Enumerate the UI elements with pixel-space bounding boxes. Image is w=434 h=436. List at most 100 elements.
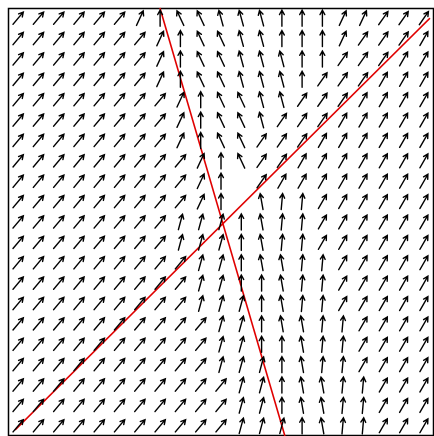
arrow (299, 69, 306, 88)
arrow (358, 274, 368, 291)
arrow (337, 71, 349, 87)
arrow (52, 275, 65, 290)
arrow (174, 275, 187, 290)
arrow (174, 296, 187, 311)
arrow (197, 233, 205, 251)
arrow (337, 51, 349, 67)
arrow (134, 153, 146, 168)
arrow (93, 72, 106, 87)
arrow (93, 275, 106, 290)
arrow (317, 92, 328, 107)
arrow (113, 173, 126, 189)
arrow (93, 316, 106, 331)
arrow (154, 418, 167, 433)
arrow (73, 377, 86, 392)
arrow (298, 334, 305, 353)
arrow (358, 336, 368, 352)
arrow (237, 49, 245, 68)
arrow (358, 152, 368, 169)
arrow (419, 152, 429, 169)
arrow (197, 131, 204, 150)
arrow (52, 214, 65, 229)
arrow (299, 253, 306, 272)
arrow (218, 314, 225, 333)
arrow (12, 214, 25, 229)
arrow (317, 213, 328, 230)
arrow (113, 255, 126, 270)
arrow (318, 416, 325, 435)
arrow (277, 90, 285, 109)
arrow (174, 316, 187, 331)
arrow (338, 111, 348, 128)
arrow (257, 253, 264, 272)
arrow (419, 397, 429, 414)
arrow (113, 337, 126, 352)
arrow (419, 50, 429, 67)
arrow (238, 253, 245, 272)
arrow (236, 152, 246, 169)
arrow (236, 111, 246, 128)
arrow (358, 173, 368, 189)
arrow (196, 9, 205, 27)
arrow (257, 70, 265, 88)
arrow (419, 30, 429, 47)
arrow (52, 418, 65, 433)
arrow (32, 173, 45, 189)
arrow (197, 90, 204, 109)
arrow (154, 133, 167, 148)
arrow (93, 51, 106, 66)
arrow (398, 193, 409, 210)
arrow (258, 416, 266, 435)
arrow (358, 193, 368, 210)
arrow (258, 334, 265, 353)
arrow (357, 51, 369, 67)
arrow (174, 418, 187, 433)
arrow (154, 112, 167, 127)
arrow (93, 337, 106, 352)
arrow (258, 294, 265, 313)
arrow (12, 377, 25, 392)
arrow (32, 92, 45, 107)
arrow (12, 255, 25, 270)
arrow (357, 71, 369, 87)
arrow (419, 295, 429, 312)
arrow (32, 255, 45, 270)
arrow (277, 173, 287, 189)
arrow (113, 194, 126, 209)
arrow (113, 275, 126, 290)
arrow (32, 296, 45, 311)
arrow (277, 70, 285, 88)
arrow (93, 153, 106, 168)
arrow (338, 274, 348, 291)
arrow (258, 273, 265, 292)
arrow (12, 112, 25, 127)
arrow (135, 9, 145, 27)
arrow (12, 418, 25, 433)
arrow (296, 132, 308, 148)
arrow (218, 233, 225, 251)
arrow (256, 132, 268, 148)
arrow (339, 314, 347, 333)
arrow (238, 273, 245, 292)
arrow (113, 133, 126, 148)
arrow (176, 111, 185, 128)
arrow (378, 152, 389, 169)
arrow (52, 235, 65, 250)
arrow (134, 51, 146, 66)
arrow (73, 112, 86, 127)
arrow (93, 31, 106, 46)
arrow (196, 172, 206, 190)
arrow (299, 232, 306, 252)
arrow (279, 416, 286, 435)
arrow (154, 153, 167, 168)
arrow (419, 234, 429, 250)
arrow (378, 356, 389, 373)
arrow (12, 235, 25, 250)
arrow (419, 213, 429, 230)
arrow (134, 173, 146, 189)
arrow (93, 357, 106, 372)
arrow (113, 418, 126, 433)
arrow (154, 214, 167, 229)
arrow (378, 274, 389, 291)
arrow (154, 275, 167, 290)
